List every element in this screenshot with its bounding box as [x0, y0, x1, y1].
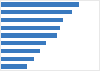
Bar	[1, 57, 34, 61]
Bar	[1, 33, 57, 38]
Bar	[1, 64, 28, 69]
Bar	[1, 26, 60, 30]
Bar	[1, 2, 79, 7]
Bar	[1, 41, 46, 45]
Bar	[1, 49, 40, 53]
Bar	[1, 10, 72, 14]
Bar	[1, 18, 63, 22]
